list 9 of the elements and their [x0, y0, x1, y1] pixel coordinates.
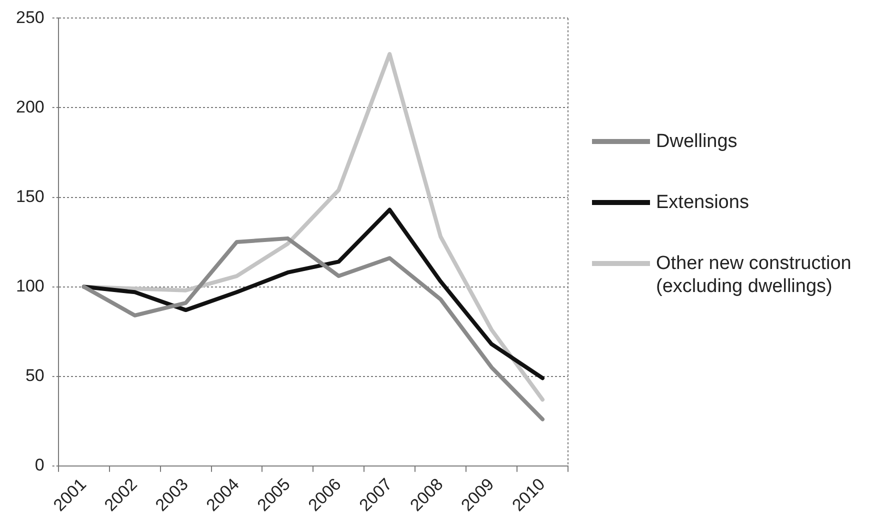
- y-tick-label: 0: [34, 456, 44, 475]
- legend-label: Dwellings: [656, 130, 738, 153]
- y-tick-label: 150: [16, 186, 44, 206]
- y-tick-label: 200: [16, 97, 44, 116]
- legend-label: Extensions: [656, 191, 750, 214]
- legend-label: Other new construction (excluding dwellings): [656, 252, 852, 298]
- y-tick-label: 50: [25, 366, 44, 385]
- y-tick-label: 250: [16, 8, 44, 27]
- y-tick-label: 100: [16, 276, 44, 296]
